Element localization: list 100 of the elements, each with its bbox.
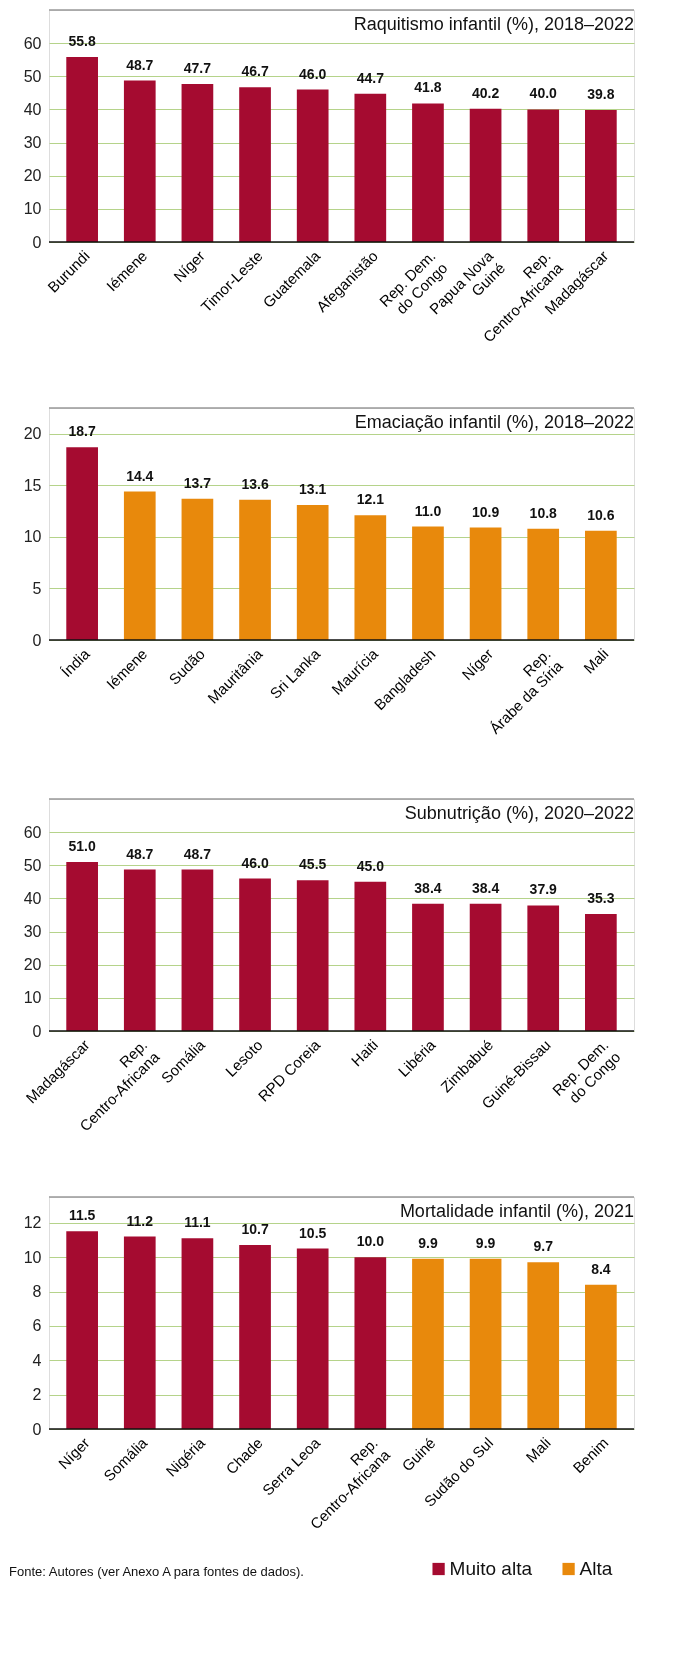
data-label: 11.0 — [414, 502, 442, 519]
y-tick-label: 60 — [23, 823, 42, 841]
y-tick-label: 30 — [23, 134, 42, 152]
data-label: 51.0 — [68, 837, 96, 854]
bar — [239, 499, 271, 640]
chart-title: Emaciação infantil (%), 2018–2022 — [354, 412, 634, 432]
y-tick-label: 4 — [32, 1351, 42, 1369]
bar — [527, 528, 560, 640]
bar — [469, 108, 502, 242]
y-tick-label: 20 — [23, 956, 42, 974]
bar — [585, 110, 617, 242]
bar — [585, 914, 617, 1031]
data-label: 44.7 — [356, 69, 385, 86]
data-label: 39.8 — [587, 86, 615, 103]
y-tick-label: 8 — [32, 1283, 42, 1301]
data-label: 46.0 — [299, 65, 327, 82]
y-tick-label: 40 — [23, 100, 42, 118]
bar — [354, 1257, 387, 1429]
y-tick-label: 15 — [23, 476, 42, 494]
data-label: 8.4 — [591, 1260, 611, 1277]
data-label: 47.7 — [183, 59, 212, 76]
bar — [181, 83, 214, 242]
bar — [181, 498, 214, 640]
data-label: 55.8 — [68, 33, 96, 50]
bar — [354, 93, 387, 242]
bar — [412, 103, 444, 242]
data-label: 45.0 — [356, 857, 385, 874]
data-label: 9.9 — [475, 1234, 496, 1251]
data-label: 14.4 — [126, 467, 154, 484]
y-tick-label: 10 — [23, 989, 42, 1007]
bar — [66, 447, 98, 640]
bar — [123, 1236, 156, 1429]
bar — [527, 1262, 560, 1429]
bar — [585, 530, 617, 640]
data-label: 10.8 — [529, 504, 558, 521]
bar — [181, 869, 214, 1031]
y-tick-label: 20 — [23, 167, 42, 185]
data-label: 11.2 — [126, 1212, 154, 1229]
bar — [585, 1284, 617, 1429]
y-tick-label: 0 — [32, 1022, 42, 1040]
bar — [296, 880, 329, 1031]
bar — [239, 878, 271, 1031]
data-label: 48.7 — [126, 845, 154, 862]
y-tick-label: 5 — [32, 579, 42, 597]
data-label: 13.1 — [299, 480, 327, 497]
bar — [66, 1231, 98, 1429]
data-label: 40.0 — [529, 85, 558, 102]
y-tick-label: 30 — [23, 923, 42, 941]
bar — [123, 80, 156, 242]
y-tick-label: 2 — [32, 1386, 42, 1404]
y-tick-label: 0 — [32, 1420, 42, 1438]
bar — [123, 491, 156, 640]
data-label: 48.7 — [183, 845, 212, 862]
y-tick-label: 10 — [23, 528, 42, 546]
bar — [469, 1258, 502, 1429]
chart-title: Raquitismo infantil (%), 2018–2022 — [353, 14, 634, 34]
data-label: 45.5 — [299, 856, 327, 873]
y-tick-label: 10 — [23, 1248, 42, 1266]
y-tick-label: 60 — [23, 34, 42, 52]
bar — [469, 527, 502, 640]
y-tick-label: 50 — [23, 856, 42, 874]
data-label: 12.1 — [356, 491, 385, 508]
y-tick-label: 0 — [32, 233, 42, 251]
data-label: 46.7 — [241, 63, 269, 80]
bar — [527, 109, 560, 242]
bar — [239, 87, 271, 242]
bar — [181, 1238, 214, 1429]
bar — [527, 905, 560, 1031]
data-label: 40.2 — [471, 84, 500, 101]
data-label: 13.7 — [183, 474, 212, 491]
chart-title: Subnutrição (%), 2020–2022 — [404, 803, 634, 823]
data-label: 10.6 — [587, 506, 615, 523]
bar — [354, 881, 387, 1031]
data-label: 9.7 — [533, 1238, 554, 1255]
data-label: 10.0 — [356, 1233, 385, 1250]
bar — [296, 1248, 329, 1429]
y-tick-label: 12 — [23, 1214, 42, 1232]
data-label: 38.4 — [414, 879, 442, 896]
data-label: 9.9 — [418, 1234, 438, 1251]
bar — [66, 861, 98, 1031]
legend-label: Alta — [579, 1558, 613, 1579]
data-label: 35.3 — [587, 890, 615, 907]
data-label: 37.9 — [529, 881, 558, 898]
bar — [412, 526, 444, 640]
y-tick-label: 20 — [23, 425, 42, 443]
data-label: 11.1 — [184, 1214, 211, 1231]
data-label: 10.7 — [241, 1221, 269, 1238]
y-tick-label: 10 — [23, 200, 42, 218]
bar — [296, 504, 329, 640]
chart-title: Mortalidade infantil (%), 2021 — [399, 1201, 634, 1221]
bar — [354, 515, 387, 640]
data-label: 48.7 — [126, 56, 154, 73]
y-tick-label: 50 — [23, 67, 42, 85]
data-label: 13.6 — [241, 475, 269, 492]
bar — [469, 903, 502, 1031]
bar — [123, 869, 156, 1031]
source-note: Fonte: Autores (ver Anexo A para fontes de dados). — [9, 1564, 304, 1579]
data-label: 38.4 — [471, 879, 500, 896]
data-label: 41.8 — [414, 79, 442, 96]
y-tick-label: 6 — [32, 1317, 42, 1335]
